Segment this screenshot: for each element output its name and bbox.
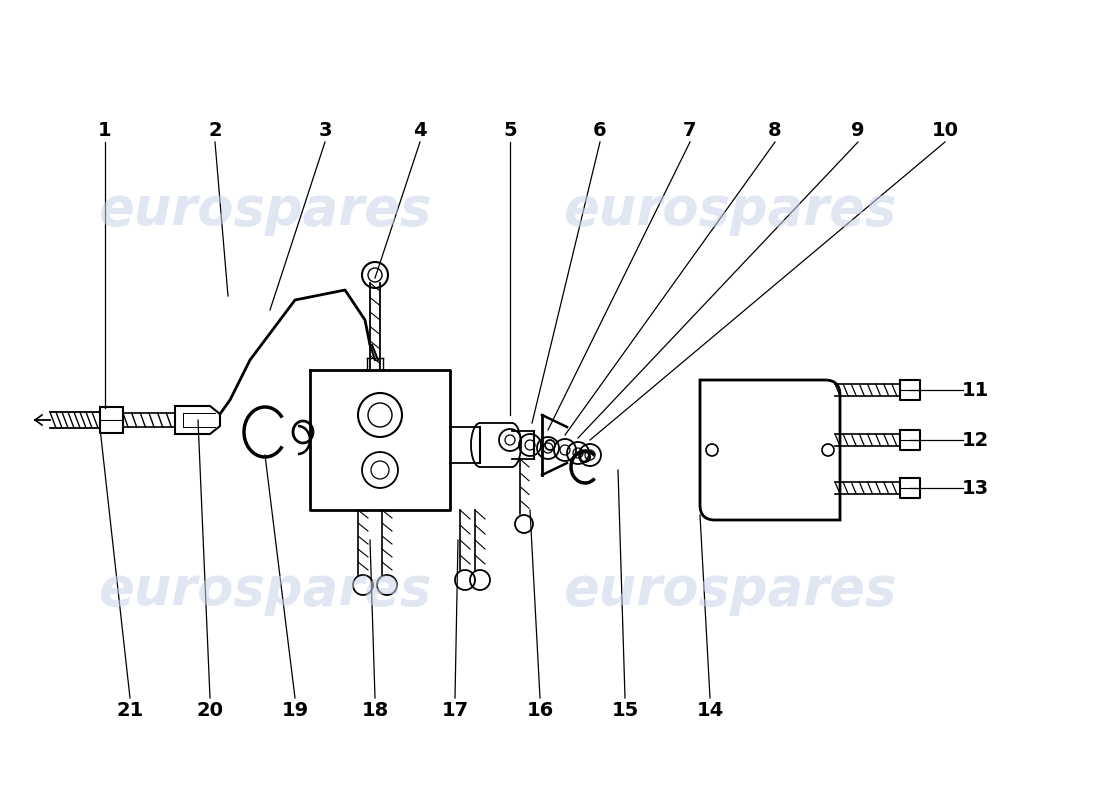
- Text: eurospares: eurospares: [563, 184, 896, 236]
- Text: 14: 14: [696, 701, 724, 719]
- Text: 11: 11: [961, 381, 989, 399]
- Text: eurospares: eurospares: [563, 564, 896, 616]
- Text: 17: 17: [441, 701, 469, 719]
- Text: 9: 9: [851, 121, 865, 139]
- Text: eurospares: eurospares: [98, 184, 431, 236]
- Text: 3: 3: [318, 121, 332, 139]
- Text: 4: 4: [414, 121, 427, 139]
- Text: 2: 2: [208, 121, 222, 139]
- Text: 18: 18: [362, 701, 388, 719]
- Text: 1: 1: [98, 121, 112, 139]
- Text: 13: 13: [961, 478, 989, 498]
- Text: 8: 8: [768, 121, 782, 139]
- Text: 15: 15: [612, 701, 639, 719]
- Text: 16: 16: [527, 701, 553, 719]
- Text: 12: 12: [961, 430, 989, 450]
- Text: 21: 21: [117, 701, 144, 719]
- Text: 19: 19: [282, 701, 309, 719]
- Text: eurospares: eurospares: [98, 564, 431, 616]
- Text: 10: 10: [932, 121, 958, 139]
- Text: 5: 5: [503, 121, 517, 139]
- Text: 7: 7: [683, 121, 696, 139]
- Text: 6: 6: [593, 121, 607, 139]
- Text: 20: 20: [197, 701, 223, 719]
